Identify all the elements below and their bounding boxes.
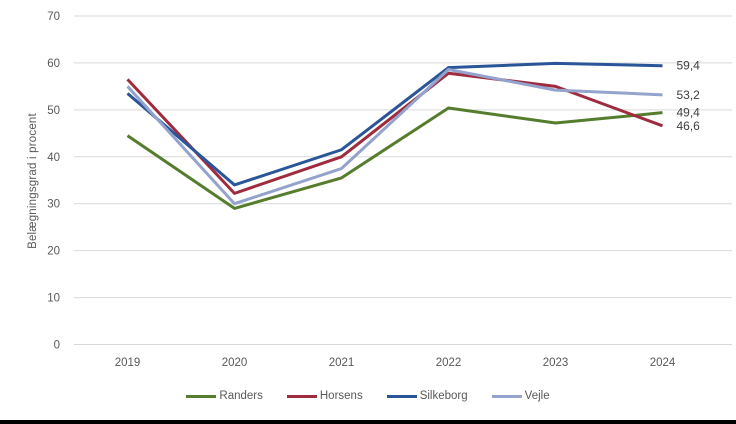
series-line-randers <box>126 106 663 210</box>
legend-swatch-horsens <box>286 394 317 398</box>
bottom-border-bar <box>0 420 736 424</box>
legend-item-randers: Randers <box>186 390 263 402</box>
data-label-horsens: 46,6 <box>677 119 701 133</box>
x-tick-label: 2023 <box>543 357 569 369</box>
data-label-vejle: 53,2 <box>677 88 701 102</box>
y-tick-label: 20 <box>47 246 60 258</box>
legend-item-vejle: Vejle <box>491 390 550 402</box>
x-tick-label: 2021 <box>329 357 355 369</box>
legend-label: Randers <box>219 390 263 402</box>
line-chart: 0 10 20 30 40 50 60 70 2019 2020 2021 2022 2023 2024 4… <box>47 11 732 369</box>
legend: Randers Horsens Silkeborg Vejle <box>0 390 736 402</box>
y-tick-label: 10 <box>47 293 60 305</box>
legend-label: Silkeborg <box>419 390 468 402</box>
data-label-randers: 49,4 <box>677 106 701 120</box>
data-label-silkeborg: 59,4 <box>677 59 701 73</box>
x-tick-label: 2022 <box>436 357 462 369</box>
series-line-silkeborg <box>126 61 663 187</box>
y-tick-label: 70 <box>47 11 60 23</box>
legend-swatch-vejle <box>491 394 522 398</box>
series-line-vejle <box>126 67 663 206</box>
legend-swatch-silkeborg <box>386 394 417 398</box>
x-tick-label: 2019 <box>115 357 141 369</box>
y-tick-label: 60 <box>47 58 60 70</box>
legend-label: Vejle <box>524 390 550 402</box>
legend-label: Horsens <box>319 390 363 402</box>
series-line-horsens <box>126 71 664 195</box>
legend-item-silkeborg: Silkeborg <box>386 390 468 402</box>
legend-item-horsens: Horsens <box>286 390 363 402</box>
x-tick-label: 2020 <box>222 357 248 369</box>
legend-swatch-randers <box>186 394 217 398</box>
y-tick-label: 50 <box>47 105 60 117</box>
y-tick-label: 30 <box>47 199 60 211</box>
y-tick-label: 40 <box>47 152 60 164</box>
y-tick-label: 0 <box>54 340 60 352</box>
x-tick-label: 2024 <box>650 357 676 369</box>
y-axis-title: Belægningsgrad i procent <box>27 113 39 249</box>
